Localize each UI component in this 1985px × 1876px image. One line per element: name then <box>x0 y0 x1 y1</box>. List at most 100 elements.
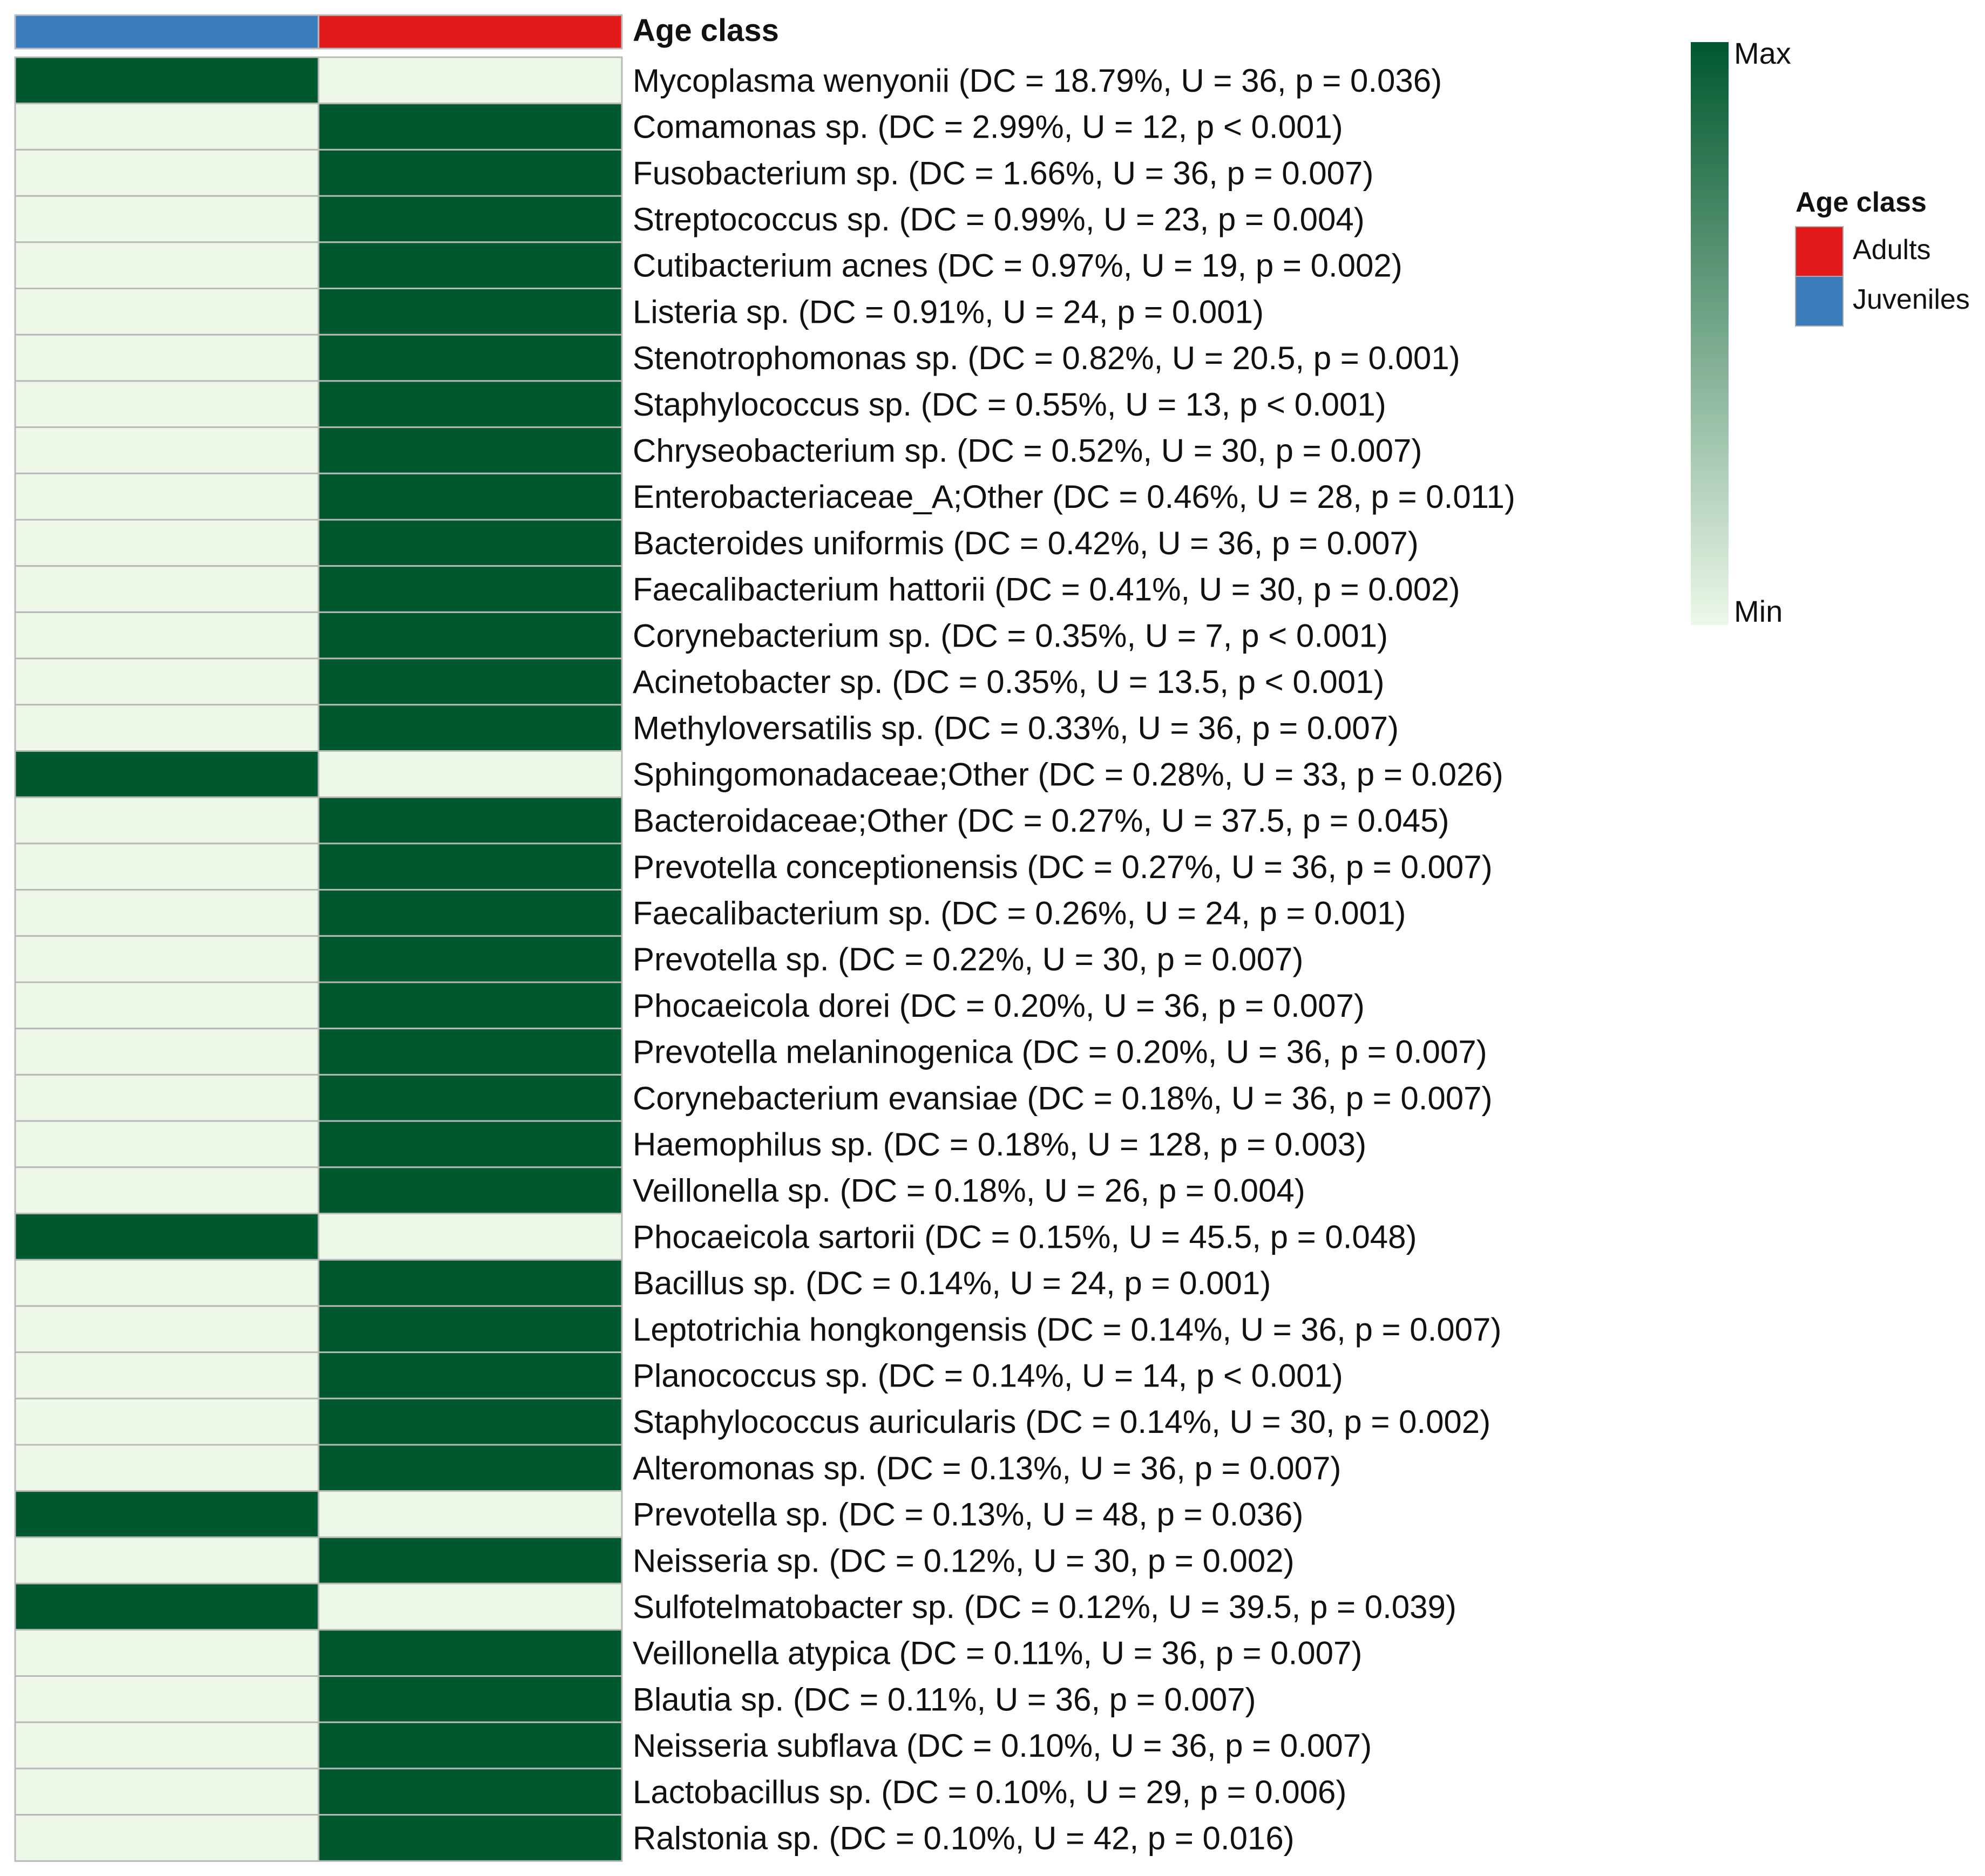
heatmap-cell <box>317 842 623 891</box>
color-scale-legend: Max Min <box>1691 36 1791 628</box>
heatmap-cell <box>14 1675 320 1723</box>
row-label: Streptococcus sp. (DC = 0.99%, U = 23, p… <box>633 201 1365 237</box>
heatmap-cell <box>317 935 623 983</box>
row-label: Sulfotelmatobacter sp. (DC = 0.12%, U = … <box>633 1589 1456 1625</box>
row-label: Chryseobacterium sp. (DC = 0.52%, U = 30… <box>633 432 1422 468</box>
row-label: Acinetobacter sp. (DC = 0.35%, U = 13.5,… <box>633 664 1384 700</box>
row-label: Cutibacterium acnes (DC = 0.97%, U = 19,… <box>633 248 1403 284</box>
heatmap-cell <box>317 1305 623 1354</box>
legend-label-adults: Adults <box>1853 234 1931 266</box>
heatmap-cell <box>317 103 623 151</box>
row-label: Blautia sp. (DC = 0.11%, U = 36, p = 0.0… <box>633 1681 1256 1717</box>
heatmap-cell <box>14 334 320 382</box>
heatmap-cell <box>14 148 320 197</box>
row-label: Neisseria subflava (DC = 0.10%, U = 36, … <box>633 1728 1372 1764</box>
row-label: Ralstonia sp. (DC = 0.10%, U = 42, p = 0… <box>633 1820 1295 1856</box>
annotation-cell-adults <box>317 14 623 50</box>
row-label: Phocaeicola sartorii (DC = 0.15%, U = 45… <box>633 1219 1417 1255</box>
row-label: Prevotella sp. (DC = 0.22%, U = 30, p = … <box>633 941 1303 977</box>
heatmap-cell <box>317 1397 623 1446</box>
heatmap-cell <box>317 1768 623 1816</box>
row-label: Sphingomonadaceae;Other (DC = 0.28%, U =… <box>633 756 1503 792</box>
heatmap-cell <box>317 472 623 521</box>
row-label: Prevotella sp. (DC = 0.13%, U = 48, p = … <box>633 1497 1303 1533</box>
row-label: Haemophilus sp. (DC = 0.18%, U = 128, p … <box>633 1126 1366 1163</box>
heatmap-cell <box>317 889 623 937</box>
heatmap-cell <box>14 241 320 289</box>
legend-label-juveniles: Juveniles <box>1853 284 1970 315</box>
heatmap-cell <box>14 1213 320 1261</box>
heatmap-cell <box>14 1814 320 1862</box>
legend-swatch-adults <box>1795 226 1844 277</box>
heatmap-cell <box>14 426 320 474</box>
row-label: Comamonas sp. (DC = 2.99%, U = 12, p < 0… <box>633 109 1343 145</box>
heatmap-cell <box>14 1120 320 1168</box>
heatmap-cell <box>317 611 623 660</box>
row-label: Methyloversatilis sp. (DC = 0.33%, U = 3… <box>633 710 1399 746</box>
heatmap-cell <box>317 796 623 845</box>
row-label: Neisseria sp. (DC = 0.12%, U = 30, p = 0… <box>633 1542 1295 1579</box>
heatmap-cell <box>317 1213 623 1261</box>
legend-title: Age class <box>1796 187 1927 218</box>
heatmap-cell <box>14 657 320 706</box>
color-scale-min-label: Min <box>1734 594 1783 628</box>
age-class-annotation-bar <box>14 14 623 50</box>
heatmap-cell <box>14 1351 320 1399</box>
heatmap-cell <box>317 56 623 105</box>
row-label: Staphylococcus sp. (DC = 0.55%, U = 13, … <box>633 386 1386 423</box>
row-label: Faecalibacterium hattorii (DC = 0.41%, U… <box>633 572 1460 608</box>
heatmap-cell <box>317 195 623 243</box>
heatmap-cell <box>317 1582 623 1631</box>
row-label: Leptotrichia hongkongensis (DC = 0.14%, … <box>633 1311 1501 1348</box>
row-label: Veillonella atypica (DC = 0.11%, U = 36,… <box>633 1635 1362 1671</box>
row-label: Enterobacteriaceae_A;Other (DC = 0.46%, … <box>633 479 1515 515</box>
row-label: Faecalibacterium sp. (DC = 0.26%, U = 24… <box>633 895 1406 931</box>
heatmap-cell <box>317 241 623 289</box>
row-label: Corynebacterium evansiae (DC = 0.18%, U … <box>633 1080 1493 1116</box>
heatmap-cell <box>317 1073 623 1122</box>
row-labels: Mycoplasma wenyonii (DC = 18.79%, U = 36… <box>633 63 1515 1857</box>
heatmap-cell <box>317 426 623 474</box>
heatmap-cell <box>14 1305 320 1354</box>
annotation-cell-juveniles <box>14 14 320 50</box>
heatmap-cell <box>14 1629 320 1677</box>
row-label: Stenotrophomonas sp. (DC = 0.82%, U = 20… <box>633 340 1460 376</box>
heatmap-cell <box>14 195 320 243</box>
row-label: Planococcus sp. (DC = 0.14%, U = 14, p <… <box>633 1357 1343 1394</box>
heatmap-cell <box>317 1444 623 1492</box>
heatmap-cell <box>317 981 623 1030</box>
heatmap-cell <box>317 1721 623 1770</box>
row-label: Staphylococcus auricularis (DC = 0.14%, … <box>633 1404 1491 1440</box>
heatmap-cell <box>14 472 320 521</box>
row-label: Fusobacterium sp. (DC = 1.66%, U = 36, p… <box>633 155 1373 191</box>
row-label: Bacteroides uniformis (DC = 0.42%, U = 3… <box>633 525 1419 561</box>
heatmap-cell <box>317 750 623 798</box>
row-label: Prevotella melaninogenica (DC = 0.20%, U… <box>633 1034 1487 1070</box>
heatmap-cell <box>14 1259 320 1307</box>
row-label: Alteromonas sp. (DC = 0.13%, U = 36, p =… <box>633 1450 1341 1486</box>
heatmap-cell <box>317 1675 623 1723</box>
color-scale-bar <box>1691 42 1729 625</box>
heatmap-cell <box>317 704 623 752</box>
heatmap-cell <box>14 1444 320 1492</box>
heatmap-cell <box>14 981 320 1030</box>
heatmap-cell <box>14 1536 320 1585</box>
heatmap-cell <box>14 1721 320 1770</box>
row-label: Mycoplasma wenyonii (DC = 18.79%, U = 36… <box>633 63 1442 99</box>
heatmap-cell <box>14 842 320 891</box>
heatmap-cell <box>317 1259 623 1307</box>
row-label: Prevotella conceptionensis (DC = 0.27%, … <box>633 849 1493 885</box>
heatmap-cells <box>14 56 623 1862</box>
row-label: Veillonella sp. (DC = 0.18%, U = 26, p =… <box>633 1173 1305 1209</box>
heatmap-cell <box>14 1397 320 1446</box>
heatmap-cell <box>14 889 320 937</box>
heatmap-cell <box>14 56 320 105</box>
heatmap-cell <box>14 1166 320 1215</box>
heatmap-cell <box>317 1629 623 1677</box>
heatmap-cell <box>14 288 320 336</box>
row-label: Bacillus sp. (DC = 0.14%, U = 24, p = 0.… <box>633 1265 1271 1301</box>
heatmap-cell <box>14 1768 320 1816</box>
heatmap-cell <box>14 519 320 567</box>
row-label: Bacteroidaceae;Other (DC = 0.27%, U = 37… <box>633 803 1449 839</box>
